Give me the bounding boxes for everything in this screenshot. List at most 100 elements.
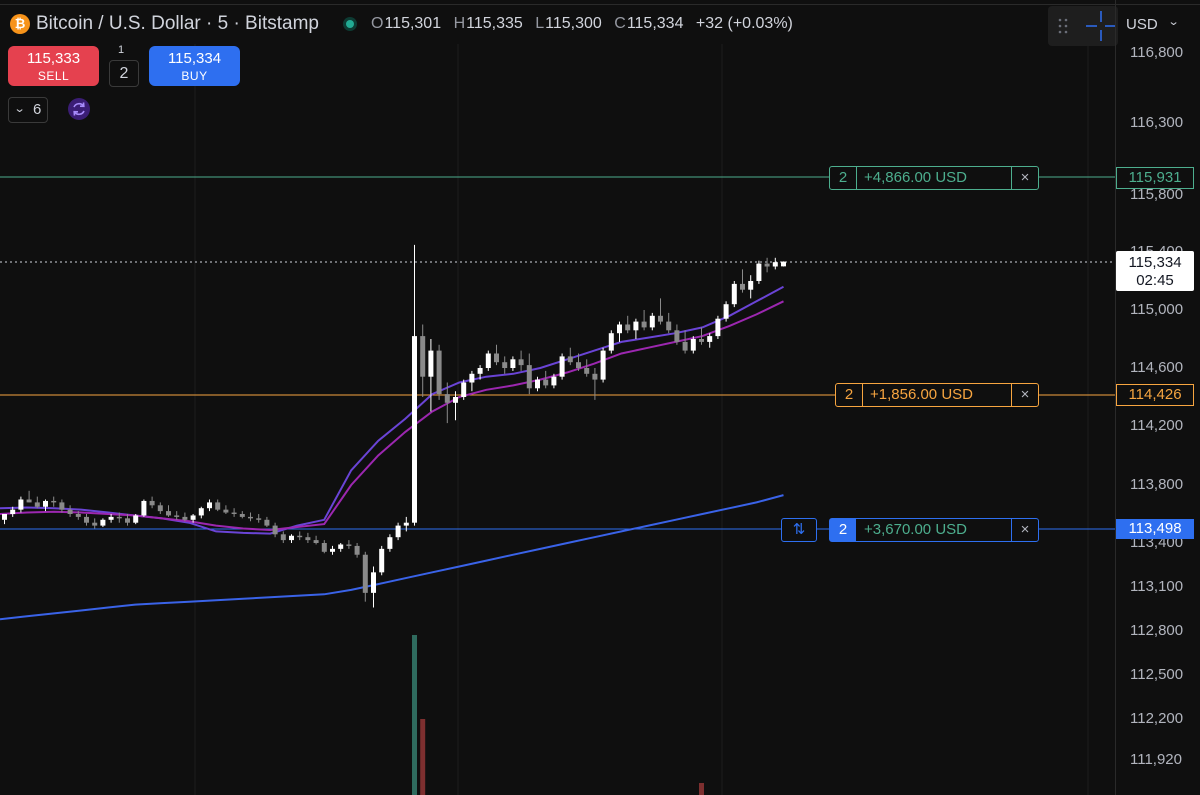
candle	[125, 514, 130, 526]
indicators-count: 6	[33, 101, 42, 118]
low-label: L	[535, 15, 545, 32]
candle	[510, 356, 516, 371]
drag-handle-icon[interactable]	[1056, 16, 1072, 36]
chevron-down-icon: ⌄	[13, 103, 26, 115]
price-tick-label: 116,800	[1130, 44, 1184, 61]
candle-body	[207, 502, 212, 509]
order-tag-2[interactable]: 2 +1,856.00 USD ×	[835, 383, 1039, 407]
candle	[658, 298, 663, 325]
high-label: H	[453, 15, 466, 32]
candle-body	[174, 515, 180, 517]
candle	[535, 376, 540, 392]
price-tick-label: 112,800	[1130, 622, 1184, 639]
price-tick-label: 114,200	[1130, 417, 1184, 434]
order-lines[interactable]	[0, 176, 1115, 530]
open-value: 115,301	[384, 15, 442, 32]
candle	[330, 545, 335, 555]
price-tick-label: 112,200	[1130, 710, 1184, 727]
price-tick-label: 114,600	[1130, 359, 1184, 376]
candle-body	[231, 512, 237, 514]
close-label: C	[614, 15, 626, 32]
candle	[633, 318, 639, 339]
candle-body	[608, 333, 614, 351]
candle-body	[280, 534, 286, 541]
candle-body	[617, 324, 622, 334]
currency-selector[interactable]: USD	[1126, 16, 1158, 33]
buy-button[interactable]: 115,334 BUY	[149, 46, 240, 86]
candle	[494, 344, 499, 366]
candle	[67, 505, 73, 517]
price-tick-label: 115,000	[1130, 301, 1184, 318]
close-icon[interactable]: ×	[1011, 384, 1038, 406]
candle	[485, 350, 491, 371]
candle-body	[190, 515, 196, 520]
candle-body	[272, 525, 278, 535]
candle	[682, 330, 688, 354]
moving-averages	[0, 285, 784, 621]
order-pnl: +1,856.00 USD	[870, 386, 973, 403]
candle	[280, 531, 286, 543]
candle	[149, 496, 155, 509]
candle	[92, 518, 98, 529]
candle-body	[133, 515, 139, 523]
reverse-position-icon[interactable]: ⇅	[781, 518, 817, 542]
candle	[182, 512, 188, 522]
order-price-label-3: 113,498	[1116, 519, 1194, 539]
candle	[215, 499, 221, 512]
candle-body	[436, 350, 442, 395]
last-price-label: 115,334 02:45	[1116, 251, 1194, 291]
candle	[666, 312, 672, 334]
candle-body	[600, 350, 606, 380]
order-tag-1[interactable]: 2 +4,866.00 USD ×	[829, 166, 1039, 190]
candle-body	[494, 353, 499, 363]
low-value: 115,300	[545, 15, 602, 32]
candle-body	[182, 516, 188, 520]
candle-body	[108, 516, 114, 520]
candle	[43, 499, 48, 512]
candle	[526, 353, 532, 395]
indicators-toggle[interactable]: ⌄ 6	[8, 97, 48, 123]
candle-body	[485, 353, 491, 368]
chevron-down-icon[interactable]: ⌄	[1167, 16, 1180, 28]
candle-body	[305, 537, 311, 541]
candle	[59, 499, 65, 513]
candle-body	[707, 336, 713, 342]
candle-body	[699, 339, 704, 342]
candle-body	[723, 304, 729, 319]
order-qty: 2	[830, 167, 857, 189]
close-icon[interactable]: ×	[1011, 167, 1038, 189]
open-label: O	[371, 15, 384, 32]
volume-bars	[412, 635, 704, 795]
candle-body	[518, 359, 524, 366]
sell-button[interactable]: 115,333 SELL	[8, 46, 99, 86]
candle	[133, 514, 139, 525]
candle	[707, 333, 713, 348]
candle-body	[526, 365, 532, 389]
candle-body	[453, 397, 458, 403]
candle-body	[239, 514, 245, 517]
candle	[617, 321, 622, 342]
candle	[412, 244, 417, 526]
order-tag-3[interactable]: 2 +3,670.00 USD ×	[829, 518, 1039, 542]
candle-body	[149, 500, 155, 506]
candle-body	[18, 499, 24, 510]
candle	[715, 315, 721, 339]
candle-body	[592, 373, 598, 380]
candle-body	[116, 516, 122, 519]
candle-body	[781, 261, 786, 267]
candle-body	[75, 514, 81, 517]
close-icon[interactable]: ×	[1011, 519, 1038, 541]
candle	[26, 490, 32, 503]
candle	[379, 545, 385, 576]
candle	[723, 301, 729, 322]
quantity-input[interactable]: 2	[109, 60, 139, 87]
price-axis-border	[1115, 0, 1116, 795]
symbol-title[interactable]: Bitcoin / U.S. Dollar · 5 · Bitstamp	[36, 13, 319, 34]
crosshair-icon[interactable]	[1084, 9, 1118, 43]
candle-body	[256, 518, 262, 520]
sync-icon[interactable]	[68, 98, 90, 120]
candle	[289, 534, 294, 543]
candle	[34, 496, 40, 509]
candle	[116, 512, 122, 523]
